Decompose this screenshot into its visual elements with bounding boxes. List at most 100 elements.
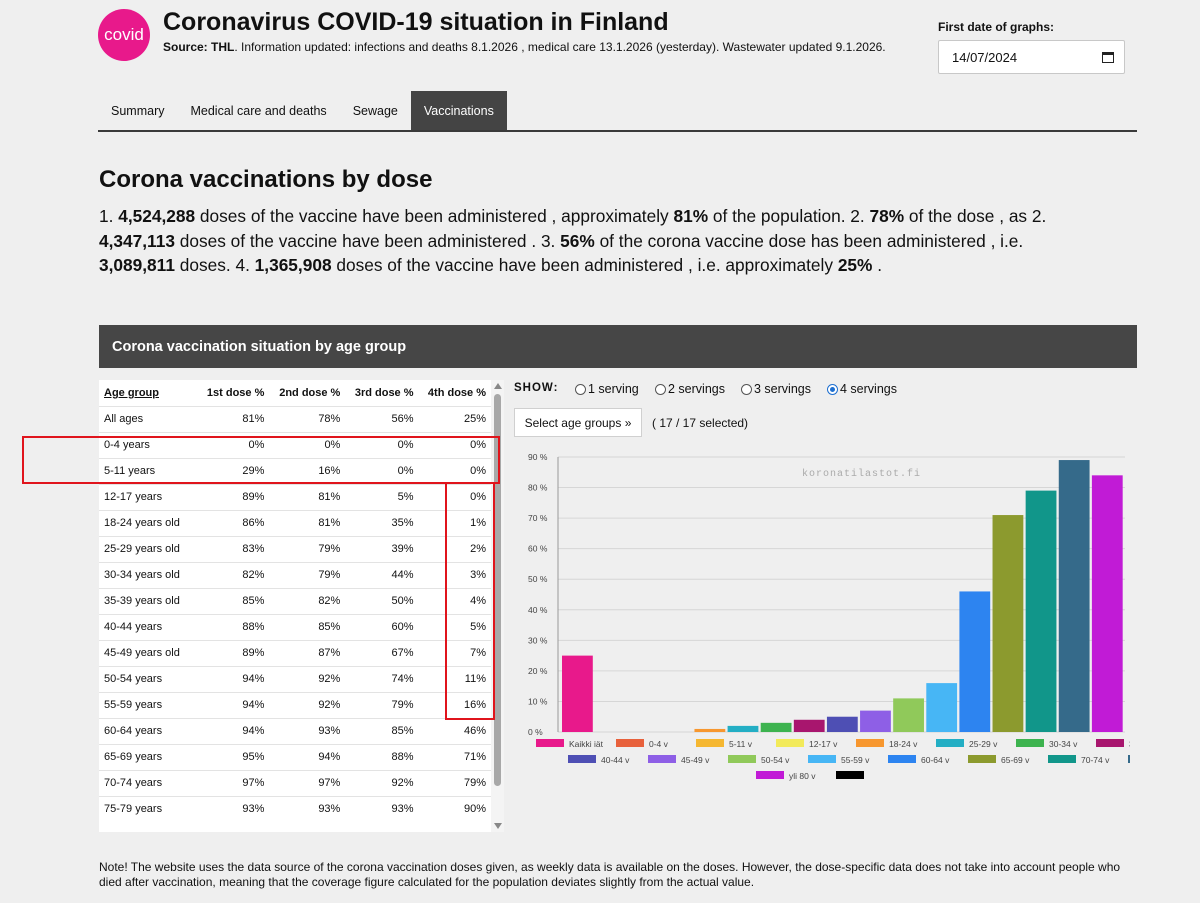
age-group-cell: 45-49 years old (99, 639, 198, 666)
radio-3-servings[interactable]: 3 servings (741, 382, 811, 396)
radio-2-servings[interactable]: 2 servings (655, 382, 725, 396)
table-row: 65-69 years 95% 94% 88% 71% (99, 743, 491, 770)
legend-swatch (888, 755, 916, 763)
dose-1-cell: 89% (197, 639, 270, 666)
legend-swatch (1048, 755, 1076, 763)
dose-3-cell: 93% (345, 795, 419, 822)
calendar-icon[interactable] (1102, 52, 1114, 63)
scroll-up-icon[interactable] (494, 383, 502, 389)
dose-3-cell: 60% (345, 613, 419, 640)
legend-swatch (856, 739, 884, 747)
dose-2-cell: 79% (269, 535, 346, 562)
age-group-cell: 50-54 years (99, 665, 198, 692)
first-date-value: 14/07/2024 (952, 49, 1018, 65)
dose-2-cell: 93% (269, 795, 346, 822)
dose-1-cell: 88% (197, 613, 270, 640)
selected-count: ( 17 / 17 selected) (652, 416, 749, 430)
col-header-dose2[interactable]: 2nd dose % (279, 386, 341, 399)
legend-swatch (968, 755, 996, 763)
dose-1-cell: 97% (197, 769, 270, 796)
legend-label: 5-11 v (729, 739, 753, 749)
dose-1-cell: 0% (197, 431, 270, 458)
radio-4-circle[interactable] (827, 383, 838, 395)
dose-1-cell: 81% (197, 405, 270, 432)
vaccination-summary: 1. 4,524,288 doses of the vaccine have b… (99, 206, 1047, 275)
dose-4-cell: 0% (418, 483, 491, 510)
dose-4-cell: 46% (418, 717, 491, 744)
col-header-dose4[interactable]: 4th dose % (427, 386, 486, 399)
dose-4-cell: 7% (418, 639, 491, 666)
col-header-dose1[interactable]: 1st dose % (206, 386, 265, 399)
dose-3-cell: 85% (345, 717, 419, 744)
radio-3-circle[interactable] (741, 383, 752, 395)
dose-1-cell: 95% (197, 743, 270, 770)
dose-4-cell: 5% (418, 613, 491, 640)
legend-swatch (1096, 739, 1124, 747)
legend-swatch (776, 739, 804, 747)
tab-bar: Summary Medical care and deaths Sewage V… (98, 91, 1137, 132)
scroll-thumb[interactable] (494, 394, 501, 786)
legend-swatch (696, 739, 724, 747)
legend-swatch (1016, 739, 1044, 747)
age-group-cell: 30-34 years old (99, 561, 198, 588)
radio-1-serving[interactable]: 1 serving (575, 382, 639, 396)
bar-55-59-v (926, 683, 958, 732)
col-header-dose3[interactable]: 3rd dose % (354, 386, 414, 399)
bar-45-49-v (860, 710, 891, 732)
age-group-cell: 55-59 years (99, 691, 198, 718)
age-group-cell: 25-29 years old (99, 535, 198, 562)
bar-35-39-v (793, 719, 825, 732)
dose-3-cell: 74% (345, 665, 419, 692)
footnote: Note! The website uses the data source o… (99, 860, 1121, 889)
dose-1-cell: 94% (197, 665, 270, 692)
covid-logo[interactable]: covid (98, 9, 150, 61)
table-row: 18-24 years old 86% 81% 35% 1% (99, 509, 491, 536)
dose-2-cell: 82% (269, 587, 346, 614)
legend-swatch (836, 771, 864, 779)
legend-label: 55-59 v (841, 755, 870, 765)
site-title: Coronavirus COVID-19 situation in Finlan… (163, 8, 669, 36)
dose-3-cell: 88% (345, 743, 419, 770)
age-group-cell: 65-69 years (99, 743, 198, 770)
radio-4-servings[interactable]: 4 servings (827, 382, 897, 396)
legend-swatch (568, 755, 596, 763)
col-header-age-group[interactable]: Age group (104, 386, 159, 399)
dose-1-cell: 93% (197, 795, 270, 822)
tab-summary[interactable]: Summary (111, 103, 165, 118)
table-row: 60-64 years 94% 93% 85% 46% (99, 717, 491, 744)
legend-swatch (808, 755, 836, 763)
dose-2-cell: 81% (269, 483, 346, 510)
dose-2-cell: 97% (269, 769, 346, 796)
select-age-groups-button[interactable]: Select age groups » (514, 408, 642, 437)
table-row: 25-29 years old 83% 79% 39% 2% (99, 535, 491, 562)
tab-sewage[interactable]: Sewage (352, 103, 398, 118)
dose-4-cell: 71% (418, 743, 491, 770)
first-date-input[interactable]: 14/07/2024 (938, 40, 1125, 74)
table-row: 75-79 years 93% 93% 93% 90% (99, 795, 491, 822)
table-row: 55-59 years 94% 92% 79% 16% (99, 691, 491, 718)
age-group-cell: 75-79 years (99, 795, 198, 822)
dose-2-cell: 16% (269, 457, 346, 484)
dose-3-cell: 56% (345, 405, 419, 432)
dose-4-cell: 1% (418, 509, 491, 536)
table-row: 12-17 years 89% 81% 5% 0% (99, 483, 491, 510)
radio-1-circle[interactable] (575, 383, 586, 395)
scroll-down-icon[interactable] (494, 823, 502, 829)
y-tick-label: 0 % (528, 727, 543, 737)
dose-2-cell: 87% (269, 639, 346, 666)
tab-vaccinations[interactable]: Vaccinations (410, 91, 507, 130)
legend-label: 18-24 v (889, 739, 918, 749)
radio-2-circle[interactable] (655, 383, 666, 395)
chart-watermark: koronatilastot.fi (802, 468, 921, 480)
dose-4-cell: 4% (418, 587, 491, 614)
bar-18-24-v (694, 728, 726, 732)
age-group-table-container[interactable]: Age group 1st dose % 2nd dose % 3rd dose… (99, 380, 504, 832)
tab-medical-care-and-deaths[interactable]: Medical care and deaths (190, 103, 327, 118)
dose-1-cell: 29% (197, 457, 270, 484)
table-scrollbar[interactable] (491, 380, 504, 832)
dose-2-cell: 93% (269, 717, 346, 744)
legend-label: 0-4 v (649, 739, 669, 749)
y-tick-label: 30 % (528, 635, 548, 645)
legend-swatch (1128, 755, 1130, 763)
table-body: All ages 81% 78% 56% 25% 0-4 years 0% 0% 0% 0% 5-1… (99, 405, 491, 822)
